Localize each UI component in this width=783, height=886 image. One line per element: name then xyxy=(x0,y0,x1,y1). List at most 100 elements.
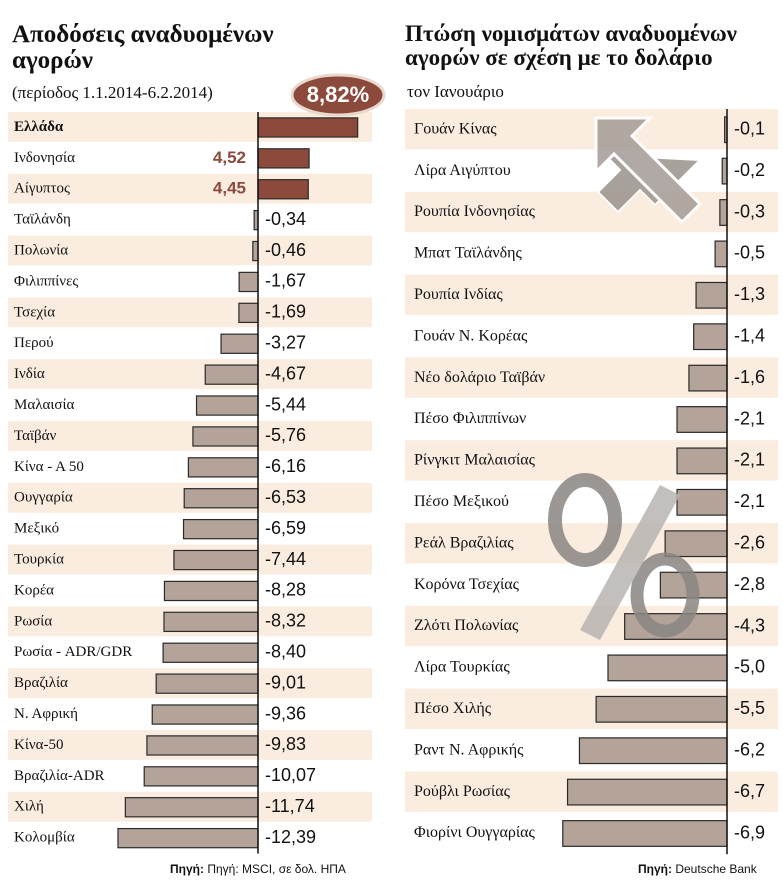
value-label: -0,1 xyxy=(734,118,765,138)
value-label: -6,59 xyxy=(265,518,306,538)
category-label: Ρουπία Ινδονησίας xyxy=(414,203,536,220)
source-text: Deutsche Bank xyxy=(675,862,757,876)
bar xyxy=(183,488,259,509)
bar xyxy=(257,117,359,138)
percent-icon xyxy=(548,473,622,567)
value-label: -5,5 xyxy=(734,698,765,718)
bar xyxy=(676,406,728,433)
value-label: -5,0 xyxy=(734,657,765,677)
value-label: -8,32 xyxy=(265,611,306,631)
value-label: -0,34 xyxy=(265,209,306,229)
bar xyxy=(695,281,728,309)
bar xyxy=(252,240,259,262)
category-label: Κορέα xyxy=(14,582,54,598)
value-label: -3,27 xyxy=(265,333,306,353)
category-label: Φιορίνι Ουγγαρίας xyxy=(414,824,536,841)
value-label: -11,74 xyxy=(265,796,315,816)
category-label: Ρεάλ Βραζιλίας xyxy=(414,534,514,551)
value-label: -5,44 xyxy=(265,394,306,414)
source-label: Πηγή: xyxy=(170,862,204,876)
row-background xyxy=(8,142,372,173)
row-background xyxy=(8,297,372,328)
value-label: -2,1 xyxy=(734,491,765,511)
bar xyxy=(693,323,728,351)
value-label: -8,40 xyxy=(265,642,306,662)
category-label: Κίνα - Α 50 xyxy=(14,459,84,475)
category-label: Ν. Αφρική xyxy=(14,706,78,722)
source: Πηγή: Πηγή: MSCI, σε δολ. ΗΠΑ xyxy=(170,862,346,876)
category-label: Ραντ Ν. Αφρικής xyxy=(414,741,524,758)
category-label: Τσεχία xyxy=(14,304,55,320)
category-label: Ινδονησία xyxy=(14,150,75,166)
category-label: Μεξικό xyxy=(14,521,59,537)
category-label: Φιλιππίνες xyxy=(14,273,78,289)
row-background xyxy=(405,109,778,150)
value-label: -2,1 xyxy=(734,450,765,470)
category-label: Λίρα Τουρκίας xyxy=(414,659,510,676)
category-label: Ρωσία xyxy=(14,613,52,629)
bar xyxy=(257,179,309,200)
value-label: -4,67 xyxy=(265,363,306,383)
bar xyxy=(195,395,259,416)
row-background xyxy=(8,390,372,420)
value-label: 4,52 xyxy=(213,148,246,167)
bar xyxy=(187,457,259,478)
bar xyxy=(155,673,259,694)
value-label: 4,45 xyxy=(213,179,246,198)
category-label: Μαλαισία xyxy=(14,397,74,413)
value-label: -0,3 xyxy=(734,201,765,221)
category-label: Πέσο Φιλιππίνων xyxy=(414,410,526,427)
source-text: Πηγή: MSCI, σε δολ. ΗΠΑ xyxy=(207,862,346,876)
bar xyxy=(173,549,259,571)
row-background xyxy=(8,266,372,297)
value-label: -12,39 xyxy=(265,827,316,847)
value-label: -2,6 xyxy=(734,532,765,552)
labels: 8,82% 4,52 4,45 -0,34 -0,46 -1,67 -1,69 -3,27 -4… xyxy=(213,73,765,847)
chart-title: Πτώση νομισμάτων αναδυομένων αγορών σε σ… xyxy=(405,21,737,71)
row-background xyxy=(8,359,372,390)
category-label: Λίρα Αιγύπτου xyxy=(414,162,511,179)
bar xyxy=(220,333,259,354)
decoration xyxy=(548,116,703,640)
bar xyxy=(257,148,310,169)
bar xyxy=(578,737,728,765)
category-label: Γουάν Κίνας xyxy=(414,120,497,137)
row-background xyxy=(405,150,778,191)
row-background xyxy=(8,421,372,451)
chart-subtitle: τον Ιανουάριο xyxy=(407,82,504,101)
category-label: Ταϊλάνδη xyxy=(14,212,71,228)
value-label: -0,5 xyxy=(734,243,765,263)
bar xyxy=(151,704,259,725)
value-label: -6,2 xyxy=(734,739,765,759)
value-label: -1,6 xyxy=(734,367,765,387)
bar xyxy=(688,364,728,392)
category-label: Ρίνγκιτ Μαλαισίας xyxy=(414,452,536,469)
row-background xyxy=(8,204,372,235)
category-label: Ζλότι Πολωνίας xyxy=(414,617,519,634)
bar xyxy=(163,611,259,633)
category-label: Γουάν Ν. Κορέας xyxy=(414,327,528,344)
category-label: Πολωνία xyxy=(14,242,68,258)
category-label: Περού xyxy=(14,335,54,351)
bar xyxy=(664,530,728,558)
category-label: Χιλή xyxy=(14,799,44,815)
bar xyxy=(562,820,728,847)
percent-icon xyxy=(580,485,680,640)
bar xyxy=(204,364,259,385)
bar xyxy=(182,518,259,540)
bar xyxy=(192,426,259,447)
value-label: -1,3 xyxy=(734,284,765,304)
category-label: Πέσο Χιλής xyxy=(414,700,492,717)
bar xyxy=(162,642,259,663)
value-label: -8,28 xyxy=(265,580,306,600)
category-label: Αίγυπτος xyxy=(14,181,70,197)
bar xyxy=(124,797,259,818)
category-label: Κορόνα Τσεχίας xyxy=(414,576,520,593)
bar xyxy=(676,447,728,475)
value-badge xyxy=(290,73,386,117)
value-label: -6,53 xyxy=(265,487,306,507)
value-label: -9,83 xyxy=(265,734,306,754)
value-label: -0,2 xyxy=(734,160,765,180)
